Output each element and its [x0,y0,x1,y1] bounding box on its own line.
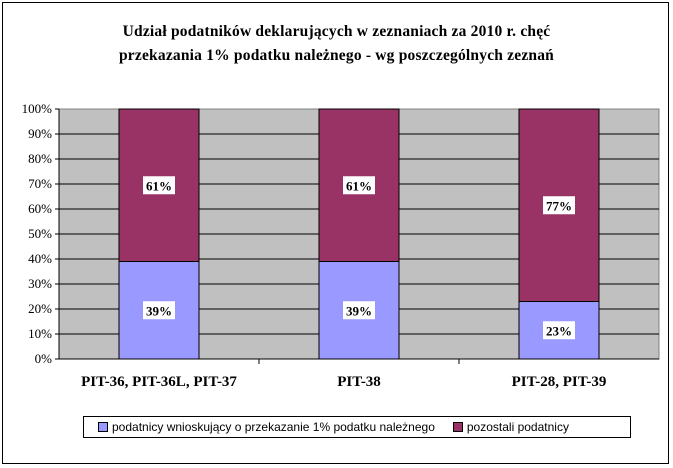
legend-item-others: pozostali podatnicy [452,420,569,434]
legend-label-requesting: podatnicy wnioskujący o przekazanie 1% p… [112,420,435,434]
legend-item-requesting: podatnicy wnioskujący o przekazanie 1% p… [98,420,435,434]
y-tick-label: 20% [28,301,52,316]
data-label: 61% [146,178,172,193]
y-tick-label: 60% [28,201,52,216]
bar-segment [518,108,600,302]
data-label-box [343,176,375,195]
legend-swatch-others [452,422,463,432]
data-label: 39% [346,303,372,318]
y-tick-label: 90% [28,126,52,141]
chart-title-line-1: Udział podatników deklarujących w zeznan… [122,23,551,40]
chart-title-line-2: przekazania 1% podatku należnego - wg po… [118,47,555,64]
data-label-box [143,301,175,320]
data-label-box [543,321,575,340]
data-label: 61% [346,178,372,193]
y-tick-label: 100% [22,101,53,116]
y-tick-label: 10% [28,326,52,341]
data-label-box [143,176,175,195]
data-label: 23% [546,323,572,338]
y-tick-label: 70% [28,176,52,191]
legend: podatnicy wnioskujący o przekazanie 1% p… [83,416,631,438]
y-tick-label: 30% [28,276,52,291]
legend-label-others: pozostali podatnicy [466,420,569,434]
x-category-label: PIT-28, PIT-39 [512,374,607,390]
x-category-label: PIT-36, PIT-36L, PIT-37 [81,374,237,390]
data-label: 77% [546,198,572,213]
y-tick-label: 40% [28,251,52,266]
data-label: 39% [146,303,172,318]
y-tick-label: 50% [28,226,52,241]
x-category-label: PIT-38 [337,374,381,390]
y-tick-label: 0% [35,351,53,366]
data-label-box [543,196,575,215]
data-label-box [343,301,375,320]
y-tick-label: 80% [28,151,52,166]
legend-swatch-requesting [98,422,108,432]
